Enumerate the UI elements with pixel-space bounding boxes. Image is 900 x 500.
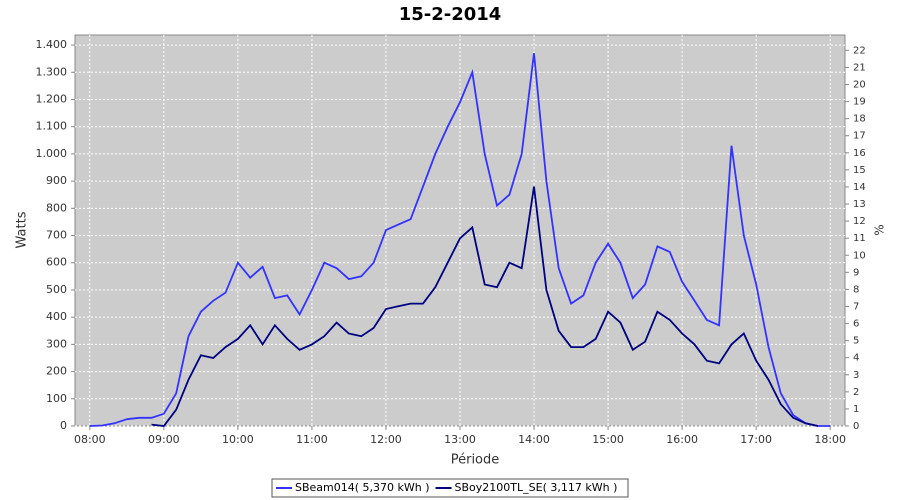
y-tick-label: 600 [46,256,67,269]
y2-tick-label: 11 [853,233,866,244]
y2-tick-label: 0 [853,421,859,432]
x-tick-label: 13:00 [444,433,476,446]
legend-label: SBoy2100TL_SE( 3,117 kWh ) [455,481,618,494]
x-tick-label: 11:00 [296,433,328,446]
x-tick-label: 15:00 [592,433,624,446]
y2-tick-label: 15 [853,165,866,176]
y2-tick-label: 3 [853,370,859,381]
y-tick-label: 800 [46,201,67,214]
y2-tick-label: 2 [853,387,859,398]
y2-tick-label: 22 [853,45,866,56]
y-tick-label: 100 [46,392,67,405]
y2-tick-label: 5 [853,336,859,347]
x-tick-label: 17:00 [740,433,772,446]
y-tick-label: 700 [46,229,67,242]
y2-tick-label: 4 [853,353,859,364]
x-axis-label: Période [451,453,500,468]
series-line [89,53,831,427]
y2-tick-label: 12 [853,216,866,227]
y-tick-label: 1.000 [36,147,68,160]
y2-tick-label: 14 [853,182,866,193]
y-axis-label: Watts [15,211,30,248]
y-tick-label: 400 [46,310,67,323]
y-tick-label: 1.300 [36,65,68,78]
x-tick-label: 09:00 [148,433,180,446]
y-tick-label: 500 [46,283,67,296]
y2-tick-label: 19 [853,97,866,108]
y2-tick-label: 17 [853,131,866,142]
y2-tick-label: 6 [853,319,859,330]
y-tick-label: 900 [46,174,67,187]
x-tick-label: 08:00 [74,433,106,446]
y2-tick-label: 13 [853,199,866,210]
y2-tick-label: 7 [853,301,859,312]
y-tick-label: 300 [46,337,67,350]
chart-title: 15-2-2014 [399,4,502,25]
y-tick-label: 1.100 [36,120,68,133]
legend-label: SBeam014( 5,370 kWh ) [295,481,430,494]
x-tick-label: 12:00 [370,433,402,446]
y2-tick-label: 9 [853,267,859,278]
series-line [151,186,819,427]
y-tick-label: 200 [46,365,67,378]
y2-tick-label: 20 [853,80,866,91]
x-tick-label: 18:00 [814,433,846,446]
x-tick-label: 10:00 [222,433,254,446]
y2-tick-label: 16 [853,148,866,159]
x-tick-label: 14:00 [518,433,550,446]
y2-tick-label: 10 [853,250,866,261]
x-tick-label: 16:00 [666,433,698,446]
y-tick-label: 1.200 [36,92,68,105]
y-tick-label: 1.400 [36,38,68,51]
y2-tick-label: 8 [853,284,859,295]
y2-tick-label: 21 [853,62,866,73]
y-tick-label: 0 [60,419,67,432]
y2-tick-label: 1 [853,404,859,415]
y2-tick-label: 18 [853,114,866,125]
y2-axis-label: % [873,224,887,235]
